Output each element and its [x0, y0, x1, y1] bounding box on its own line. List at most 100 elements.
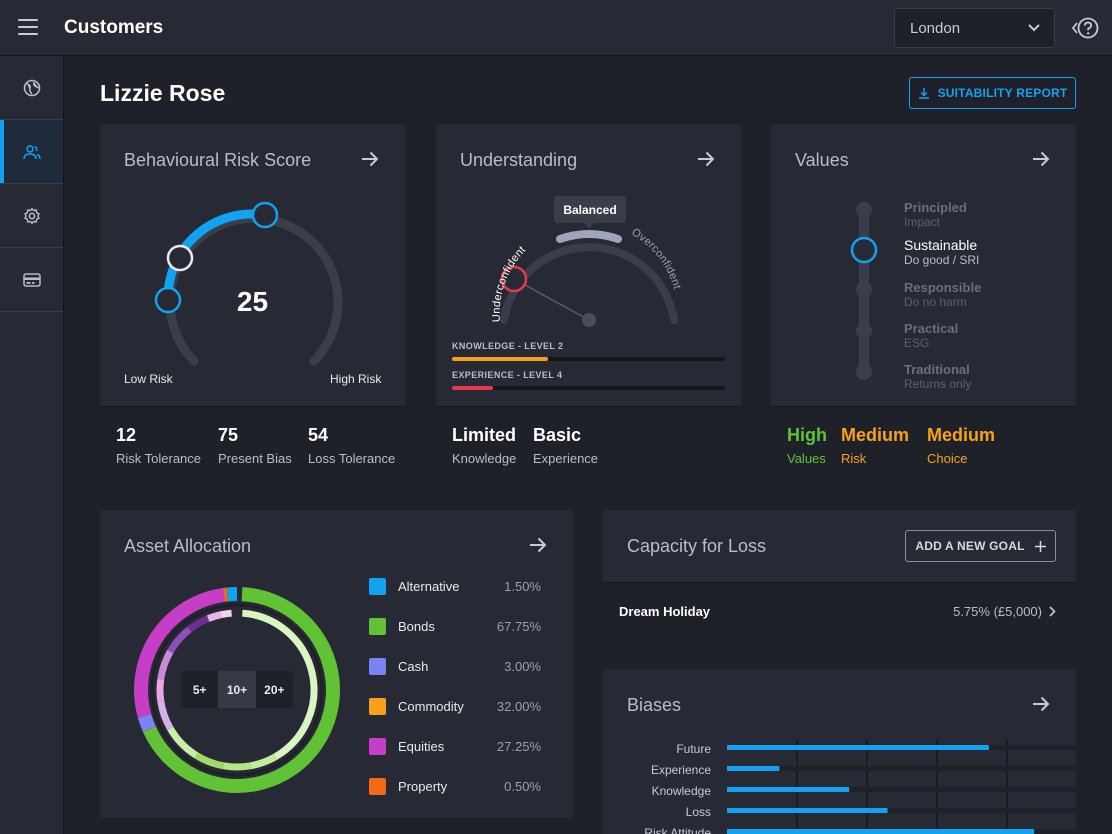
goal-value: 5.75% (£5,000): [953, 604, 1042, 619]
bias-bar: [727, 787, 850, 792]
arrow-right-icon[interactable]: [697, 151, 715, 167]
donut-inner-segment: [220, 609, 232, 619]
stat-value: 75: [218, 425, 239, 445]
values-card-stats: High Values Medium Risk Medium Choice: [771, 406, 1076, 480]
legend-item-commodity: Commodity 32.00%: [369, 698, 541, 718]
sidebar-item-globe[interactable]: [0, 56, 63, 120]
download-icon: [918, 88, 929, 99]
card-title: Understanding: [460, 150, 578, 170]
legend-value: 0.50%: [504, 779, 541, 794]
stat-label: Experience: [533, 451, 599, 466]
card-title: Values: [795, 150, 849, 170]
value-option-principled[interactable]: Principled Impact: [904, 200, 967, 229]
donut-inner-segment: [157, 700, 174, 731]
value-option-name: Sustainable: [904, 237, 978, 253]
arrow-right-icon[interactable]: [1032, 696, 1050, 712]
risk-gauge: [154, 201, 343, 366]
bias-bar: [727, 829, 1035, 834]
legend-value: 67.75%: [496, 619, 541, 634]
donut-separator: [150, 603, 324, 777]
risk-max-handle[interactable]: [251, 201, 279, 229]
chevron-right-icon: [1049, 606, 1056, 617]
loss-tolerance-stat: 54 Loss Tolerance: [308, 425, 395, 466]
help-icon[interactable]: [1071, 16, 1101, 40]
stat-label: Values: [787, 451, 826, 466]
sidebar-item-customers[interactable]: [0, 120, 63, 184]
donut-segment-cash: [137, 713, 156, 733]
donut-inner-segment: [249, 753, 278, 770]
add-goal-label: ADD A NEW GOAL: [915, 539, 1025, 553]
value-option-sub: Do no harm: [904, 295, 967, 309]
value-option-responsible[interactable]: Responsible Do no harm: [904, 280, 981, 309]
sidebar-item-settings[interactable]: [0, 184, 63, 248]
values-handle[interactable]: [850, 236, 878, 264]
risk-score-card: Behavioural Risk Score 25 Low Risk High …: [100, 124, 405, 480]
experience-track: [452, 386, 725, 390]
location-select[interactable]: London: [894, 8, 1055, 48]
horizon-option[interactable]: 5+: [192, 682, 207, 697]
value-option-sub: ESG: [904, 336, 930, 350]
risk-min-handle[interactable]: [154, 286, 182, 314]
goal-name: Dream Holiday: [619, 604, 711, 619]
legend-value: 1.50%: [504, 579, 541, 594]
donut-segment-bonds: [143, 587, 340, 793]
arrow-right-icon[interactable]: [529, 537, 547, 553]
top-bar: Customers London: [0, 0, 1112, 56]
legend-item-equities: Equities 27.25%: [369, 738, 541, 758]
hamburger-menu-icon[interactable]: [18, 19, 38, 35]
value-option-sustainable[interactable]: Sustainable Do good / SRI: [904, 237, 979, 267]
chevron-down-icon: [1028, 24, 1040, 32]
knowledge-level: KNOWLEDGE - LEVEL 2: [452, 341, 725, 361]
bias-track: [727, 766, 1076, 771]
donut-inner-segment: [156, 678, 165, 702]
confidence-marker: [500, 265, 528, 293]
understanding-gauge: Balanced Underconfident Overconfident: [491, 196, 683, 327]
value-option-traditional[interactable]: Traditional Returns only: [904, 362, 971, 391]
legend-name: Property: [398, 779, 448, 794]
stat-value: Basic: [533, 425, 582, 445]
allocation-donut: [134, 587, 340, 793]
biases-card: Biases Future Experience Knowledge Loss …: [603, 669, 1076, 834]
horizon-selector: 5+ 10+ 20+: [181, 671, 293, 708]
present-bias-stat: 75 Present Bias: [218, 425, 292, 466]
understanding-card-stats: Limited Knowledge Basic Experience: [436, 406, 741, 480]
experience-stat: Basic Experience: [533, 425, 598, 466]
stat-value: Medium: [841, 425, 910, 445]
suitability-report-label: SUITABILITY REPORT: [937, 86, 1068, 100]
sidebar-item-billing[interactable]: [0, 248, 63, 312]
horizon-option[interactable]: 20+: [264, 682, 285, 697]
globe-icon: [23, 79, 40, 96]
knowledge-level-label: KNOWLEDGE - LEVEL 2: [452, 341, 564, 351]
stat-label: Risk: [841, 451, 867, 466]
values-slider[interactable]: [771, 124, 891, 406]
legend-swatch: [369, 658, 386, 675]
experience-level: EXPERIENCE - LEVEL 4: [452, 370, 725, 390]
donut-inner-segment: [206, 611, 222, 622]
goal-row[interactable]: Dream Holiday 5.75% (£5,000): [603, 582, 1076, 638]
add-goal-button[interactable]: ADD A NEW GOAL: [905, 530, 1056, 562]
stat-label: Loss Tolerance: [308, 451, 396, 466]
value-option-practical[interactable]: Practical ESG: [904, 321, 958, 350]
donut-inner-segment: [223, 762, 251, 771]
client-name: Lizzie Rose: [100, 80, 226, 106]
value-option-name: Practical: [904, 321, 959, 336]
experience-level-label: EXPERIENCE - LEVEL 4: [452, 370, 563, 380]
biases-chart: [727, 739, 1076, 834]
stat-label: Risk Tolerance: [116, 451, 202, 466]
value-option-sub: Returns only: [904, 377, 972, 391]
bias-bar: [727, 808, 888, 813]
suitability-report-button[interactable]: SUITABILITY REPORT: [909, 77, 1076, 109]
bias-bar: [727, 745, 989, 750]
arrow-right-icon[interactable]: [1032, 151, 1050, 167]
legend-swatch: [369, 618, 386, 635]
risk-card-stats: 12 Risk Tolerance 75 Present Bias 54 Los…: [100, 406, 405, 480]
legend-swatch: [369, 578, 386, 595]
bias-label: Knowledge: [651, 784, 711, 798]
sidebar: [0, 56, 64, 834]
arrow-right-icon[interactable]: [361, 151, 379, 167]
risk-stat: Medium Risk: [841, 425, 909, 466]
value-option-sub: Impact: [904, 215, 941, 229]
donut-inner-segment: [194, 752, 225, 770]
horizon-option-selected[interactable]: 10+: [218, 671, 256, 708]
value-option-sub: Do good / SRI: [904, 253, 980, 267]
